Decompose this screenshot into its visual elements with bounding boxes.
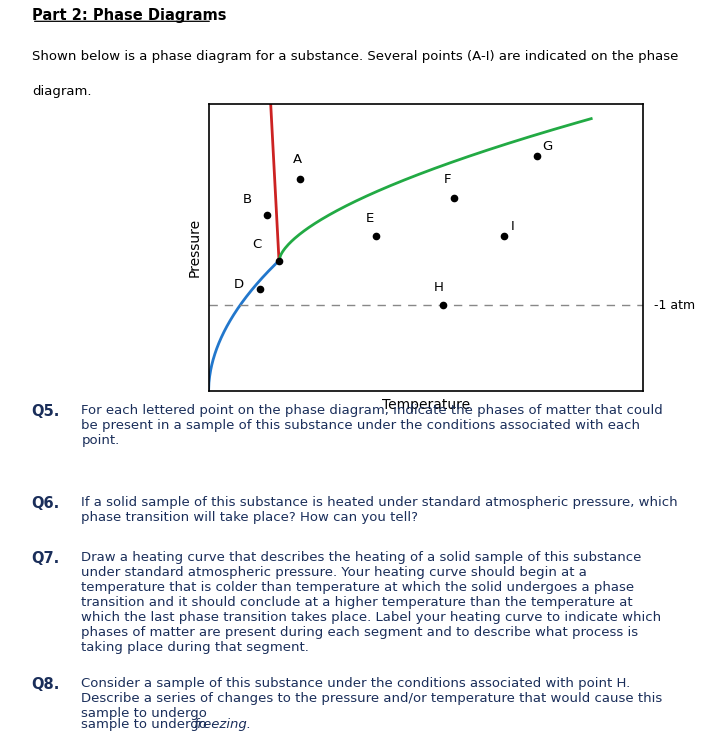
- Text: -1 atm: -1 atm: [654, 299, 696, 311]
- Text: sample to undergo: sample to undergo: [81, 718, 211, 732]
- Text: D: D: [234, 278, 244, 291]
- Text: B: B: [243, 192, 252, 206]
- Text: G: G: [542, 140, 553, 153]
- Text: Consider a sample of this substance under the conditions associated with point H: Consider a sample of this substance unde…: [81, 677, 662, 720]
- Text: E: E: [366, 212, 373, 225]
- Text: Shown below is a phase diagram for a substance. Several points (A-I) are indicat: Shown below is a phase diagram for a sub…: [32, 51, 678, 63]
- Text: A: A: [293, 153, 303, 166]
- Text: Q8.: Q8.: [31, 677, 59, 692]
- Text: If a solid sample of this substance is heated under standard atmospheric pressur: If a solid sample of this substance is h…: [81, 495, 678, 524]
- Text: Q5.: Q5.: [31, 404, 59, 419]
- Text: Draw a heating curve that describes the heating of a solid sample of this substa: Draw a heating curve that describes the …: [81, 551, 662, 654]
- Text: C: C: [252, 238, 261, 252]
- Y-axis label: Pressure: Pressure: [187, 218, 201, 277]
- Text: Q7.: Q7.: [31, 551, 59, 566]
- Text: diagram.: diagram.: [32, 85, 91, 98]
- X-axis label: Temperature: Temperature: [382, 398, 470, 412]
- Text: F: F: [444, 173, 452, 186]
- Text: Q6.: Q6.: [31, 495, 59, 510]
- Text: For each lettered point on the phase diagram, indicate the phases of matter that: For each lettered point on the phase dia…: [81, 404, 663, 447]
- Text: H: H: [434, 281, 444, 294]
- Text: freezing.: freezing.: [193, 718, 251, 732]
- Text: I: I: [511, 221, 515, 233]
- Text: Part 2: Phase Diagrams: Part 2: Phase Diagrams: [32, 7, 226, 23]
